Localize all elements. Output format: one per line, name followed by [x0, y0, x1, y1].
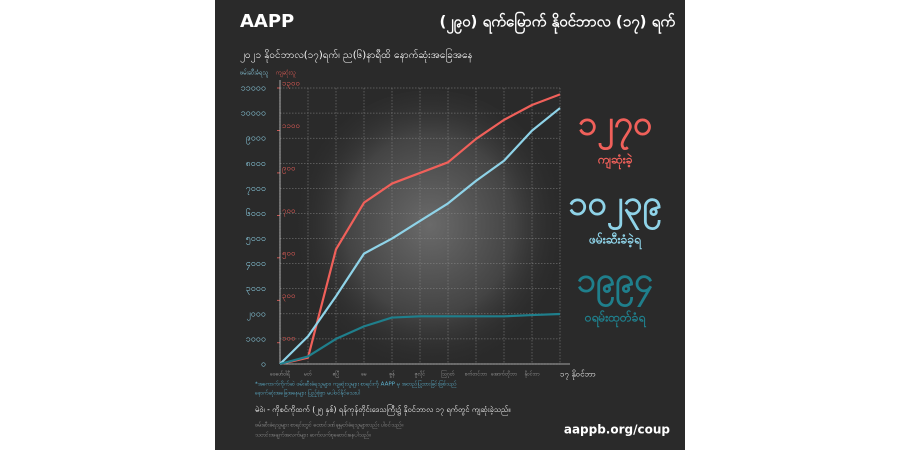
y-tick-label: ၄၀၀၀	[246, 259, 266, 270]
total-label: ၁၉၉၄	[577, 261, 654, 308]
chart-subtitle: ၂၀၂၁ နိုဝင်ဘာလ(၁၇)ရက်၊ ည(၆)နာရီထိ နောက်ဆ…	[240, 47, 473, 63]
x-tick-label: ဖေဖော်ဝါရီ	[270, 372, 291, 378]
y-tick-label: ၀	[261, 360, 266, 370]
y2-tick-label: ၃၀၀	[282, 291, 296, 302]
x-tick-label: ဇူလိုင်	[415, 372, 426, 378]
x-tick-label: ဩဂုတ်	[441, 371, 456, 378]
series-name: ကျဆုံးခဲ့	[596, 152, 632, 171]
y-axis-label: ဖမ်းဆီးခံရသူ	[240, 69, 269, 78]
y-tick-label: ၁၁၀၀၀	[241, 84, 266, 94]
x-tick-label: ဇွန်	[389, 372, 395, 378]
portrait-photo	[290, 90, 570, 390]
y2-tick-label: ၁၃၀၀	[282, 79, 300, 90]
footnote: ဖမ်းဆီးခံရသူများ စာရင်းတွင် ထောင်ဒဏ်ချမှ…	[255, 421, 404, 430]
y2-tick-label: ၁၁၀၀	[282, 121, 300, 130]
x-tick-label: ဧပြီ	[333, 371, 340, 378]
y-tick-label: ၂၀၀၀	[246, 309, 266, 320]
y2-axis-label: ကျဆုံးသူ	[276, 70, 296, 78]
y-tick-label: ၉၀၀၀	[246, 134, 266, 145]
x-tick-label: နိုဝင်ဘာ	[524, 372, 540, 378]
series-line	[279, 312, 561, 366]
y-tick-label: ၁၀၀၀၀	[241, 109, 266, 119]
x-tick-label: မေ	[361, 372, 368, 378]
y-tick-label: ၆၀၀၀	[246, 208, 266, 219]
brand: AAPP	[240, 11, 294, 32]
total-label: ၁၀၂၃၉	[568, 184, 661, 231]
x-tick-label: စက်တင်ဘာ	[465, 372, 487, 378]
url: aappb.org/coup	[564, 423, 671, 437]
x-tick-label: အောက်တိုဘာ	[491, 372, 517, 378]
series-name: ဖမ်းဆီးခံခဲ့ရ	[588, 231, 642, 251]
y-tick-label: ၅၀၀၀	[246, 234, 266, 245]
photo-caption: မဲဝဲ၊ - ကိုစင်ကိုထက် (၂၅ နှစ်) ရန်ကုန်တိ…	[255, 405, 511, 415]
x-tick-label: မတ်	[304, 372, 313, 378]
series-line	[279, 107, 561, 365]
total-label: ၁၂၇၀	[578, 104, 652, 151]
note: *အကောက်ကိုက်ဆဲ ဖမ်းဆီးခံရသူများ၊ ကျဆုံးသ…	[255, 379, 457, 389]
note: နောက်ဆုံးအခြေအနေများ ပြည့်စုံစွာ မပါဝင်န…	[255, 388, 360, 398]
y-tick-label: ၇၀၀၀	[246, 184, 266, 195]
series-name: ဝရမ်းထုတ်ခံရ	[584, 309, 647, 329]
y2-tick-label: ၇၀၀	[282, 206, 296, 217]
y-tick-label: ၈၀၀၀	[246, 159, 266, 169]
y2-tick-label: ၅၀၀	[282, 248, 296, 259]
y2-tick-label: ၉၀၀	[282, 163, 296, 174]
y-tick-label: ၁၀၀၀	[246, 334, 266, 344]
footnote: သတင်းအချက်အလက်များ ဆက်လက်စုဆောင်းနေပါသည်…	[255, 431, 371, 440]
series-line	[279, 93, 561, 366]
y2-tick-label: ၁၀၀	[282, 333, 296, 342]
x-tick-label: ၁၇ နိုဝင်ဘာ	[560, 369, 596, 381]
y-tick-label: ၃၀၀၀	[246, 284, 266, 295]
